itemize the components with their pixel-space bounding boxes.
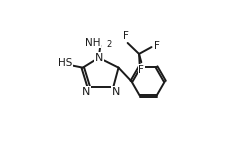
Text: F: F xyxy=(154,41,160,51)
Text: F: F xyxy=(123,31,129,41)
Text: HS: HS xyxy=(58,58,73,68)
Text: 2: 2 xyxy=(106,40,111,49)
Text: F: F xyxy=(138,65,144,75)
Text: NH: NH xyxy=(85,38,100,48)
Text: N: N xyxy=(112,87,120,97)
Text: N: N xyxy=(95,53,103,63)
Text: N: N xyxy=(82,87,90,97)
